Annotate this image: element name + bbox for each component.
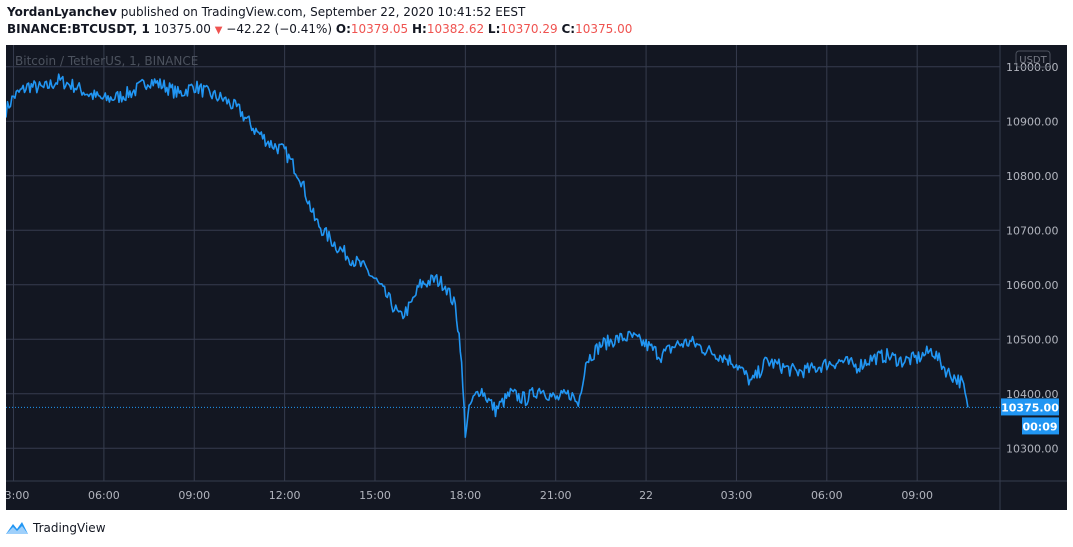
currency-badge-frame[interactable]	[1015, 50, 1051, 68]
y-tick-label: 10500.00	[1006, 333, 1059, 346]
last-price-label: 10375.00	[1001, 401, 1059, 414]
x-tick-label: 21:00	[540, 489, 572, 502]
open-value: 10379.05	[350, 22, 409, 36]
published-info: published on TradingView.com, September …	[120, 5, 526, 19]
chart-panel[interactable]: 11000.00 10900.00 10800.00 10700.00 10600.00…	[6, 45, 1067, 510]
open-label: O:	[335, 22, 351, 36]
footer-brand[interactable]: TradingView	[6, 518, 106, 538]
x-tick-label: 09:00	[178, 489, 210, 502]
x-tick-label: 06:00	[88, 489, 120, 502]
x-tick-label: 06:00	[811, 489, 843, 502]
y-tick-label: 10800.00	[1006, 170, 1059, 183]
chart-title: Bitcoin / TetherUS, 1, BINANCE	[15, 54, 198, 68]
x-tick-label: 15:00	[359, 489, 391, 502]
symbol-label: BINANCE:BTCUSDT, 1	[7, 22, 150, 36]
chart-background	[6, 45, 1067, 510]
y-tick-label: 10400.00	[1006, 388, 1059, 401]
publish-line: YordanLyanchev published on TradingView.…	[7, 4, 1067, 21]
y-tick-label: 10700.00	[1006, 224, 1059, 237]
last-price: 10375.00	[153, 22, 211, 36]
y-tick-label: 10600.00	[1006, 279, 1059, 292]
x-tick-label: 22	[639, 489, 653, 502]
down-arrow-icon: ▼	[214, 25, 223, 36]
ohlc-line: BINANCE:BTCUSDT, 1 10375.00 ▼ −42.22 (−0…	[7, 21, 1067, 39]
x-tick-label: 12:00	[269, 489, 301, 502]
currency-badge[interactable]: USDT	[1019, 55, 1047, 66]
countdown-label: 00:09	[1022, 420, 1057, 433]
tradingview-logo-icon	[6, 522, 28, 534]
last-price-tag	[1001, 398, 1059, 416]
x-tick-label: 03:00	[721, 489, 753, 502]
low-value: 10370.29	[500, 22, 558, 36]
x-tick-label: 09:00	[901, 489, 933, 502]
price-chart[interactable]: 11000.0010900.0010800.0010700.0010600.00…	[6, 45, 1067, 510]
y-tick-label: 10300.00	[1006, 442, 1059, 455]
x-tick-label: 03:00	[6, 489, 29, 502]
brand-name: TradingView	[33, 521, 106, 535]
x-tick-label: 18:00	[449, 489, 481, 502]
y-tick-label: 10900.00	[1006, 115, 1059, 128]
low-label: L:	[487, 22, 501, 36]
chart-header: YordanLyanchev published on TradingView.…	[7, 4, 1067, 40]
close-value: 10375.00	[575, 22, 633, 36]
close-label: C:	[561, 22, 576, 36]
high-label: H:	[411, 22, 427, 36]
author-name[interactable]: YordanLyanchev	[7, 5, 117, 19]
high-value: 10382.62	[426, 22, 485, 36]
countdown-tag	[1022, 417, 1059, 435]
price-change: −42.22 (−0.41%)	[226, 22, 333, 36]
price-line-series[interactable]	[6, 73, 969, 438]
